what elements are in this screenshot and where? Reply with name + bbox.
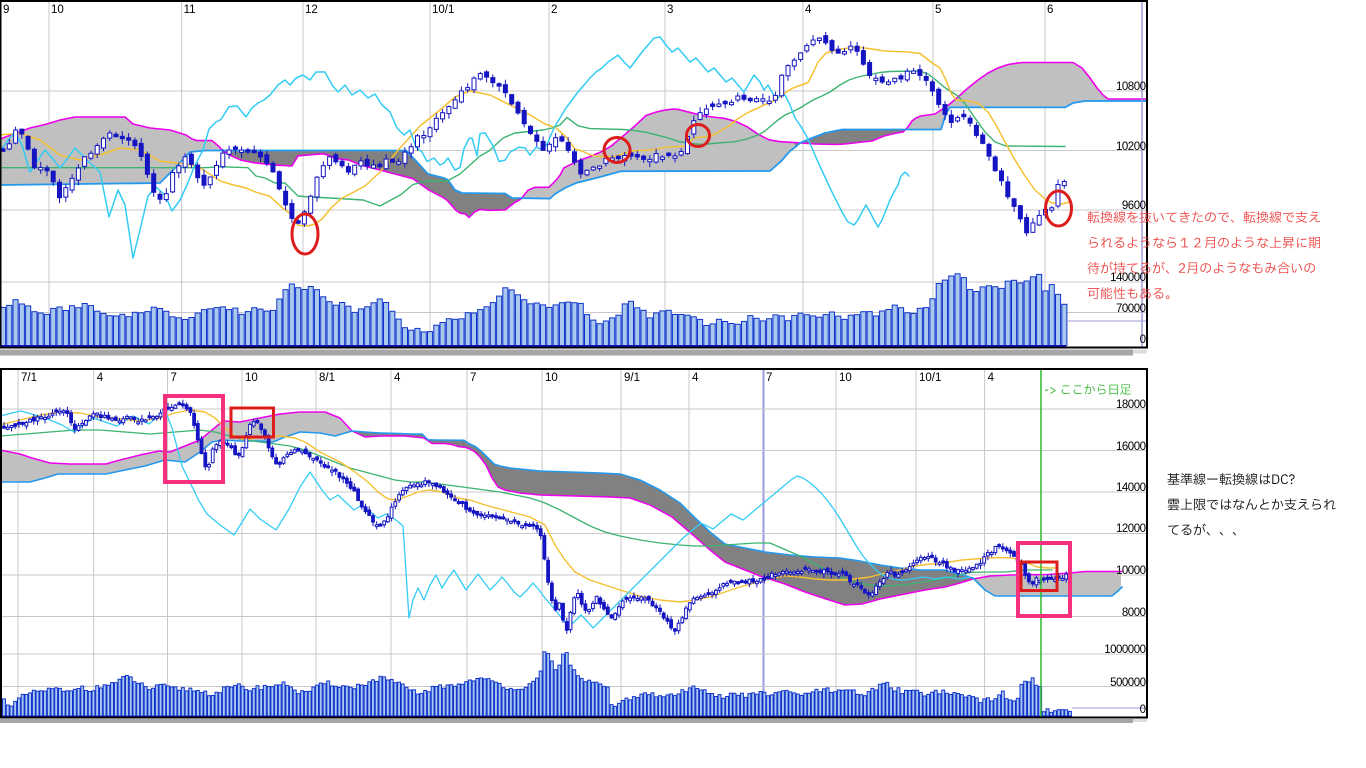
- svg-text:7: 7: [470, 372, 476, 384]
- svg-text:0: 0: [1140, 334, 1146, 346]
- svg-text:4: 4: [988, 372, 995, 384]
- svg-text:70000: 70000: [1116, 303, 1146, 315]
- svg-text:4: 4: [805, 4, 812, 16]
- svg-text:8/1: 8/1: [319, 372, 335, 384]
- svg-text:14000: 14000: [1116, 482, 1146, 494]
- svg-text:10: 10: [839, 372, 852, 384]
- svg-text:5: 5: [935, 4, 941, 16]
- svg-text:12: 12: [305, 4, 318, 16]
- svg-text:3: 3: [667, 4, 673, 16]
- svg-text:7/1: 7/1: [21, 372, 37, 384]
- svg-text:10000: 10000: [1116, 565, 1146, 577]
- svg-text:16000: 16000: [1116, 441, 1146, 453]
- svg-text:11: 11: [184, 4, 196, 16]
- svg-text:0: 0: [1140, 704, 1146, 716]
- svg-text:4: 4: [97, 372, 104, 384]
- svg-text:18000: 18000: [1116, 399, 1146, 411]
- svg-text:10800: 10800: [1116, 81, 1146, 93]
- svg-text:10/1: 10/1: [432, 4, 454, 16]
- svg-text:4: 4: [692, 372, 699, 384]
- svg-text:6: 6: [1047, 4, 1053, 16]
- svg-text:2: 2: [551, 4, 557, 16]
- svg-text:10: 10: [51, 4, 64, 16]
- svg-text:9: 9: [3, 4, 9, 16]
- svg-text:10: 10: [245, 372, 258, 384]
- svg-text:9/1: 9/1: [624, 372, 640, 384]
- svg-text:4: 4: [394, 372, 401, 384]
- svg-text:10: 10: [545, 372, 558, 384]
- svg-text:140000: 140000: [1110, 272, 1145, 284]
- svg-text:8000: 8000: [1122, 607, 1146, 619]
- svg-text:7: 7: [171, 372, 177, 384]
- svg-text:7: 7: [766, 372, 772, 384]
- svg-text:500000: 500000: [1110, 677, 1145, 689]
- svg-text:9600: 9600: [1122, 200, 1146, 212]
- svg-text:10/1: 10/1: [919, 372, 941, 384]
- svg-text:12000: 12000: [1116, 523, 1146, 535]
- svg-text:10200: 10200: [1116, 141, 1146, 153]
- svg-text:1000000: 1000000: [1104, 644, 1145, 656]
